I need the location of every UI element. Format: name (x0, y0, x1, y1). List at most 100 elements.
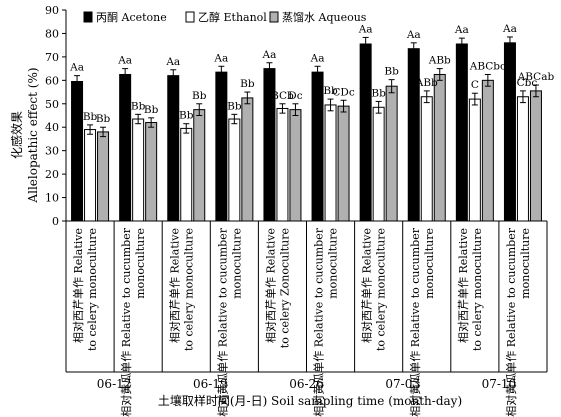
category-label: 相对西芹单作 Relative to celery monoculture (71, 228, 99, 351)
bar-ethanol (516, 96, 529, 222)
group-label: 06-19 (193, 377, 228, 391)
legend-swatch (185, 11, 195, 23)
category-label-line: monoculture (327, 228, 340, 299)
legend-label: 丙酮 Acetone (96, 11, 167, 24)
category-label-line: to celery monoculture (471, 228, 484, 351)
category-label-line: 相对西芹单作 Relative (456, 228, 470, 343)
category-label: 相对黄瓜单作 Relative to cucumber monoculture (408, 227, 436, 417)
category-label: 相对黄瓜单作 Relative to cucumber monoculture (215, 227, 243, 417)
legend-swatch (269, 11, 279, 23)
significance-label: Dc (288, 90, 302, 102)
x-axis-label: 土壤取样时间(月-日) Soil sampling time (month-da… (158, 393, 462, 408)
legend-label: 蒸馏水 Aqueous (282, 10, 367, 24)
significance-label: Aa (165, 56, 180, 68)
significance-label: ABCbc (469, 60, 506, 72)
bar-ethanol (468, 98, 481, 222)
significance-label: Bb (179, 110, 194, 122)
group-label: 07-10 (482, 377, 517, 391)
group-label: 06-12 (97, 377, 132, 391)
category-label-line: monoculture (230, 228, 243, 299)
bar-acetone (455, 43, 468, 222)
significance-label: ABb (415, 77, 438, 89)
bar-aqueous (289, 109, 302, 222)
significance-label: Bb (83, 111, 98, 123)
y-tick-label: 50 (45, 98, 59, 111)
category-label: 相对黄瓜单作 Relative to cucumber monoculture (504, 227, 532, 417)
bar-ethanol (228, 118, 241, 222)
significance-label: Aa (262, 49, 277, 61)
significance-label: Aa (213, 52, 228, 64)
y-axis-label-cn: 化感效果 (9, 111, 24, 159)
bar-acetone (407, 48, 420, 222)
significance-label: Bb (96, 113, 111, 125)
y-tick-label: 10 (45, 192, 59, 205)
bar-ethanol (372, 106, 385, 222)
category-label-line: 相对黄瓜单作 Relative to cucumber (504, 227, 518, 417)
y-tick-label: 30 (45, 145, 59, 158)
significance-label: Bb (323, 85, 338, 97)
category-label: 相对西芹单作 Relative to celery monoculture (167, 228, 195, 351)
y-axis-label: Allelopathic effect (%) (26, 67, 40, 203)
bar-aqueous (481, 79, 494, 222)
category-label-line: to celery monoculture (375, 228, 388, 351)
bar-aqueous (193, 109, 206, 222)
bar-ethanol (420, 96, 433, 222)
bar-acetone (119, 73, 132, 222)
significance-label: Bb (131, 100, 146, 112)
category-label-line: 相对黄瓜单作 Relative to cucumber (215, 227, 229, 417)
bar-ethanol (84, 129, 97, 222)
category-label-line: 相对西芹单作 Relative (360, 228, 374, 343)
significance-label: Aa (358, 23, 373, 35)
category-label-line: to celery monoculture (86, 228, 99, 351)
category-label-line: 相对西芹单作 Relative (71, 228, 85, 343)
bar-ethanol (276, 107, 289, 222)
bar-acetone (503, 42, 516, 222)
bar-acetone (359, 43, 372, 222)
significance-label: Bb (240, 78, 255, 90)
category-label-line: 相对西芹单作 Relative (263, 228, 277, 343)
bar-aqueous (97, 131, 110, 222)
bar-ethanol (180, 127, 193, 222)
significance-label: Aa (117, 55, 132, 67)
bar-acetone (215, 71, 228, 222)
category-label-line: monoculture (423, 228, 436, 299)
bar-aqueous (433, 73, 446, 222)
category-label-line: 相对黄瓜单作 Relative to cucumber (408, 227, 422, 417)
y-tick-label: 60 (45, 74, 59, 87)
significance-label: Bb (384, 66, 399, 78)
labels-layer: 0 10 20 30 40 50 60 70 80 90 Aa Aa Aa Aa Aa Aa Aa Aa Aa Aa B… (45, 4, 554, 417)
category-label-line: 相对西芹单作 Relative (167, 228, 181, 343)
significance-label: ABCab (517, 71, 555, 83)
category-label-line: monoculture (134, 228, 147, 299)
y-tick-label: 20 (45, 168, 59, 181)
significance-label: Bb (371, 87, 386, 99)
group-label: 06-26 (289, 377, 324, 391)
legend-swatch (83, 11, 93, 23)
significance-label: C (471, 79, 479, 91)
bars-layer (71, 36, 542, 222)
significance-label: Aa (406, 29, 421, 41)
y-tick-label: 90 (45, 4, 59, 17)
category-label: 相对黄瓜单作 Relative to cucumber monoculture (312, 227, 340, 417)
legend: 丙酮 Acetone 乙醇 Ethanol 蒸馏水 Aqueous (83, 10, 367, 24)
significance-label: Aa (454, 24, 469, 36)
category-label-line: to celery Zonoculture (278, 228, 291, 348)
significance-label: Aa (310, 52, 325, 64)
bar-aqueous (337, 105, 350, 222)
significance-label: Aa (69, 62, 84, 74)
category-label: 相对西芹单作 Relative to celery Zonoculture (263, 228, 291, 348)
legend-label: 乙醇 Ethanol (198, 10, 267, 24)
significance-label: BCbc (509, 77, 538, 89)
category-label-line: to celery monoculture (182, 228, 195, 351)
y-tick-label: 80 (45, 27, 59, 40)
significance-label: ABb (428, 55, 451, 67)
bar-aqueous (241, 97, 254, 222)
group-label: 07-03 (385, 377, 420, 391)
y-tick-label: 40 (45, 121, 59, 134)
significance-label: Bb (144, 104, 159, 116)
bar-ethanol (132, 118, 145, 222)
bar-acetone (311, 71, 324, 222)
significance-label: Aa (502, 23, 517, 35)
category-label-line: monoculture (519, 228, 532, 299)
bar-ethanol (324, 104, 337, 222)
